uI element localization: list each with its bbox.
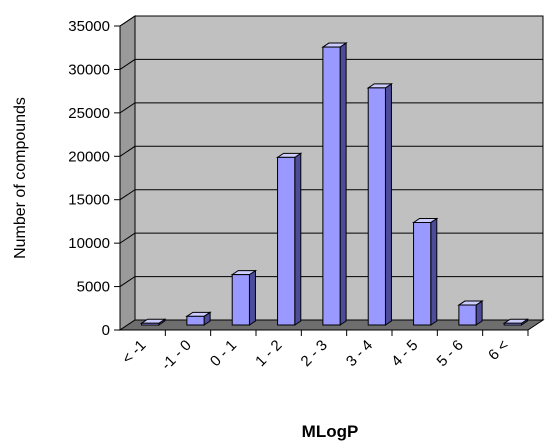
x-tick-label: 1 - 2	[252, 337, 285, 370]
bar	[502, 318, 530, 326]
y-tick-label: 10000	[68, 235, 110, 252]
bar-front	[231, 274, 250, 326]
y-axis-title: Number of compounds	[12, 97, 29, 259]
bar-front	[322, 46, 341, 326]
y-tick-label: 35000	[68, 18, 110, 35]
y-tick-label: 25000	[68, 105, 110, 122]
bar-front	[367, 87, 386, 326]
bar	[139, 318, 167, 326]
bar-front	[141, 322, 160, 326]
gridline	[119, 145, 543, 157]
gridline	[119, 102, 543, 114]
y-axis: 0 5000 10000 15000 20000 25000 30000 35000	[68, 18, 121, 339]
y-tick-label: 30000	[68, 61, 110, 78]
bar-front	[277, 156, 296, 326]
x-tick-label: < -1	[119, 337, 150, 368]
bar	[366, 82, 394, 326]
bar-front	[503, 322, 522, 326]
y-tick-label: 15000	[68, 192, 110, 209]
bar	[185, 311, 212, 326]
bar-side	[339, 42, 347, 326]
gridline	[119, 232, 543, 244]
bar	[230, 269, 258, 326]
x-tick-label: 2 - 3	[298, 337, 331, 370]
bar-side	[294, 152, 302, 326]
plot-side-wall	[119, 15, 136, 331]
bar-front	[413, 222, 432, 326]
bar-front	[186, 315, 205, 326]
x-tick-label: 6 <	[485, 337, 512, 364]
bar-side	[430, 217, 438, 326]
x-tick-label: 0 - 1	[207, 337, 240, 370]
gridline	[119, 15, 543, 27]
gridline	[119, 58, 543, 70]
gridline	[119, 276, 543, 287]
bars	[139, 42, 530, 326]
y-tick-label: 0	[102, 322, 110, 339]
x-tick-label: 3 - 4	[343, 337, 376, 370]
bar	[411, 217, 439, 326]
y-tick-label: 5000	[77, 279, 110, 296]
bar-side	[248, 269, 256, 326]
x-tick-label: 4 - 5	[388, 337, 421, 370]
x-tick-label: 5 - 6	[434, 337, 467, 370]
x-axis-title: MLogP	[302, 422, 359, 441]
gridlines	[119, 15, 543, 287]
gridline	[119, 189, 543, 201]
x-tick-label: -1 - 0	[158, 337, 195, 374]
y-tick-label: 20000	[68, 148, 110, 165]
bar	[457, 300, 484, 326]
bar-front	[458, 304, 477, 326]
bar	[275, 152, 303, 326]
x-axis: < -1 -1 - 0 0 - 1 1 - 2 2 - 3 3 - 4 4 - 5 5 - 6…	[119, 329, 529, 374]
bar-side	[384, 82, 392, 326]
bar	[321, 42, 348, 326]
